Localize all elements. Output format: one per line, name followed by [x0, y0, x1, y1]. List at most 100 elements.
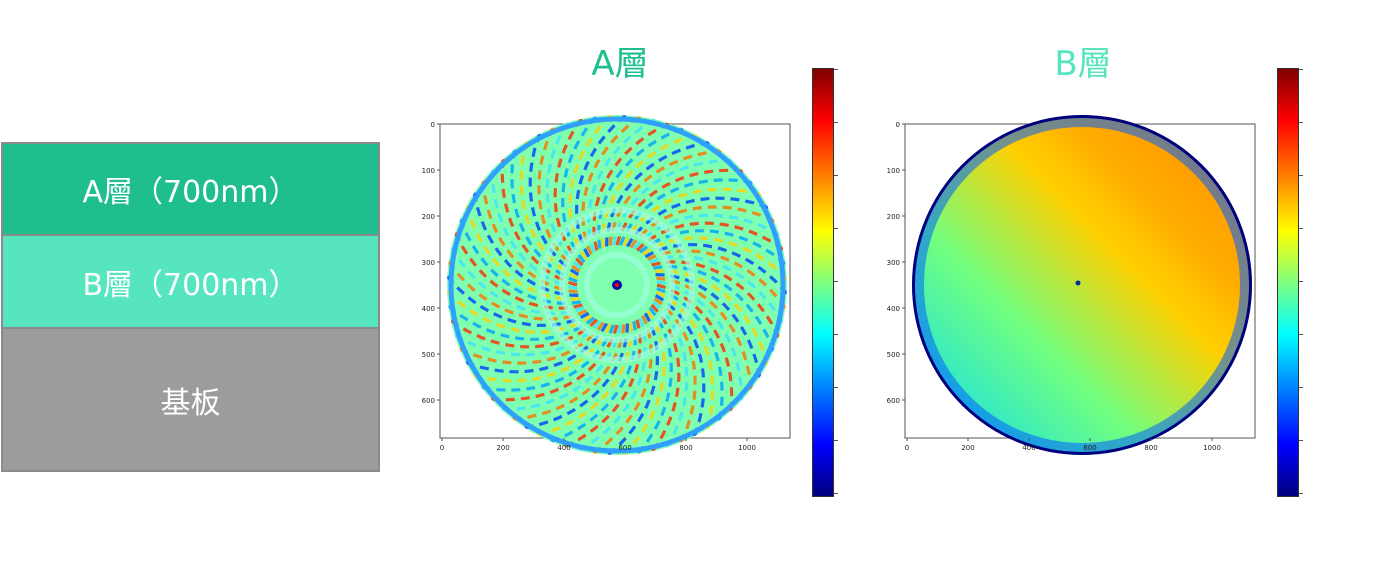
center-dot: [615, 283, 619, 287]
ripple-streak: [568, 115, 623, 261]
ripple-streak: [655, 273, 764, 393]
x-tick-label: 0: [905, 444, 909, 452]
ripple-streak: [447, 294, 596, 341]
map-b-title: B層: [1054, 44, 1112, 84]
ripple-streak: [447, 310, 599, 349]
ripple-streak: [611, 309, 666, 455]
ripple-streak: [646, 249, 787, 322]
colorbar-tick: [1299, 228, 1303, 229]
y-tick-label: 500: [887, 351, 900, 359]
ripple-streak: [550, 319, 642, 454]
ripple-streak: [553, 115, 592, 267]
colorbar-tick: [1299, 281, 1303, 282]
colorbar-tick: [834, 175, 838, 176]
ripple-streak: [561, 115, 608, 264]
wafer-base: [912, 115, 1252, 455]
inner-ring: [559, 227, 675, 343]
x-tick-label: 1000: [738, 444, 756, 452]
ripple-streak: [454, 204, 581, 305]
substrate-layer: 基板: [1, 329, 380, 472]
ripple-streak: [605, 138, 725, 247]
ripple-streak: [656, 287, 724, 436]
ripple-streak: [486, 324, 623, 412]
colorbar-tick: [1299, 334, 1303, 335]
ripple-streak: [635, 221, 787, 260]
y-tick-label: 300: [887, 259, 900, 267]
ripple-streak: [537, 115, 581, 273]
colorbar-tick: [1299, 493, 1303, 494]
ripple-streak: [651, 260, 786, 352]
x-tick-label: 800: [1144, 444, 1157, 452]
ripple-streak: [641, 236, 787, 291]
ripple-streak: [586, 115, 669, 253]
ripple-streak: [626, 196, 783, 248]
ripple-streak: [632, 213, 787, 250]
colorbar-tick: [834, 228, 838, 229]
ripple-streak: [470, 177, 579, 297]
y-tick-label: 400: [422, 305, 435, 313]
layer-stack: A層（700nm） B層（700nm） 基板: [1, 142, 380, 472]
ripple-streak: [622, 187, 776, 247]
y-tick-label: 100: [422, 167, 435, 175]
ripple-streak: [608, 148, 737, 246]
ripple-streak: [447, 320, 602, 357]
ripple-streak: [500, 143, 578, 287]
colorbar-tick: [834, 387, 838, 388]
ripple-streak: [649, 254, 787, 337]
colorbar-tick: [834, 440, 838, 441]
ripple-streak: [581, 115, 654, 256]
ripple-streak: [656, 279, 744, 416]
colorbar-tick: [834, 122, 838, 123]
ripple-streak: [448, 218, 583, 310]
ripple-streak: [656, 283, 734, 427]
map-a-title: A層: [591, 44, 649, 84]
ripple-streak: [655, 290, 715, 444]
ripple-streak: [653, 297, 697, 455]
colorbar-tick: [834, 69, 838, 70]
map-a-colorbar: [812, 68, 838, 497]
inner-ring: [539, 207, 695, 363]
layer-a-label: A層（700nm）: [82, 175, 299, 210]
ripple-streak: [654, 294, 706, 451]
colorbar-tick: [1299, 387, 1303, 388]
x-tick-label: 200: [961, 444, 974, 452]
map-b-plot: 0 200 400 600 800 1000 0 100 200 300 400 500 600: [887, 115, 1256, 455]
ripple-streak: [466, 324, 615, 392]
y-tick-label: 0: [896, 121, 900, 129]
x-tick-label: 0: [440, 444, 444, 452]
edge-ring: [912, 115, 1252, 455]
ripple-streak: [447, 248, 588, 321]
y-tick-label: 600: [887, 397, 900, 405]
ripple-streak: [528, 119, 580, 276]
x-tick-label: 800: [679, 444, 692, 452]
substrate-label: 基板: [160, 385, 221, 421]
x-tick-label: 400: [1022, 444, 1035, 452]
ripple-streak: [592, 116, 684, 251]
y-tick-label: 600: [422, 397, 435, 405]
x-tick-label: 400: [557, 444, 570, 452]
ripple-streak: [580, 314, 653, 455]
ripple-streak: [597, 122, 698, 249]
ripple-streak: [653, 265, 780, 366]
ripple-streak: [447, 233, 585, 316]
ripple-streak: [480, 165, 578, 294]
ripple-streak: [565, 317, 648, 455]
ripple-streak: [447, 279, 593, 334]
ripple-streak: [447, 263, 590, 328]
x-tick-label: 1000: [1203, 444, 1221, 452]
colorbar-tick: [1299, 175, 1303, 176]
colorbar-tick: [834, 334, 838, 335]
ripple-streak: [644, 242, 787, 307]
x-tick-label: 600: [618, 444, 631, 452]
ripple-streak: [536, 321, 637, 448]
edge-falloff: [912, 115, 1252, 455]
ripple-streak: [595, 312, 660, 455]
ripple-streak: [601, 130, 712, 248]
ripple-streak: [509, 323, 629, 432]
x-tick-label: 600: [1083, 444, 1096, 452]
y-tick-label: 0: [431, 121, 435, 129]
ripple-streak: [497, 324, 626, 422]
ripple-streak: [475, 324, 619, 402]
edge-ring: [448, 116, 786, 454]
y-tick-label: 300: [422, 259, 435, 267]
